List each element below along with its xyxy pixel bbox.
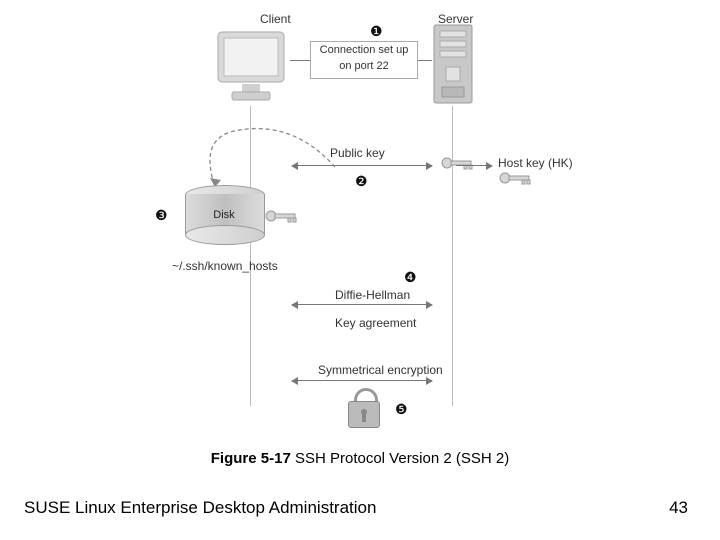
diffie-hellman-label: Diffie-Hellman bbox=[335, 288, 410, 302]
connection-line2: on port 22 bbox=[311, 60, 417, 72]
client-label: Client bbox=[260, 12, 291, 26]
connection-box: Connection set up on port 22 bbox=[310, 41, 418, 79]
diffie-hellman-arrow bbox=[292, 304, 432, 305]
connection-line1: Connection set up bbox=[311, 44, 417, 56]
step-5-marker: ❺ bbox=[395, 402, 408, 419]
key-agreement-label: Key agreement bbox=[335, 316, 416, 330]
disk-label: Disk bbox=[185, 209, 263, 221]
conn-line-right bbox=[418, 60, 432, 61]
hostkey-arrow bbox=[456, 165, 492, 166]
server-tower-icon bbox=[432, 23, 474, 105]
public-key-icon bbox=[440, 155, 474, 171]
host-key-label: Host key (HK) bbox=[498, 156, 573, 170]
page-number: 43 bbox=[669, 498, 688, 518]
step-1-marker: ❶ bbox=[370, 24, 383, 41]
client-monitor-icon bbox=[212, 28, 290, 106]
figure-caption-prefix: Figure 5-17 bbox=[211, 450, 291, 467]
known-hosts-label: ~/.ssh/known_hosts bbox=[172, 259, 278, 273]
conn-line-left bbox=[290, 60, 310, 61]
figure-caption-title: SSH Protocol Version 2 (SSH 2) bbox=[291, 450, 509, 467]
disk-icon: Disk bbox=[185, 185, 263, 235]
padlock-icon bbox=[348, 388, 378, 426]
figure-caption: Figure 5-17 SSH Protocol Version 2 (SSH … bbox=[0, 450, 720, 467]
symmetric-encryption-label: Symmetrical encryption bbox=[318, 363, 443, 377]
step-2-marker: ❷ bbox=[355, 174, 368, 191]
disk-key-icon bbox=[264, 208, 298, 224]
server-stem bbox=[452, 106, 453, 406]
step-4-marker: ❹ bbox=[404, 270, 417, 287]
step-3-marker: ❸ bbox=[155, 208, 168, 225]
host-key-icon bbox=[498, 170, 532, 186]
footer-title: SUSE Linux Enterprise Desktop Administra… bbox=[24, 498, 376, 518]
symmetric-encryption-arrow bbox=[292, 380, 432, 381]
